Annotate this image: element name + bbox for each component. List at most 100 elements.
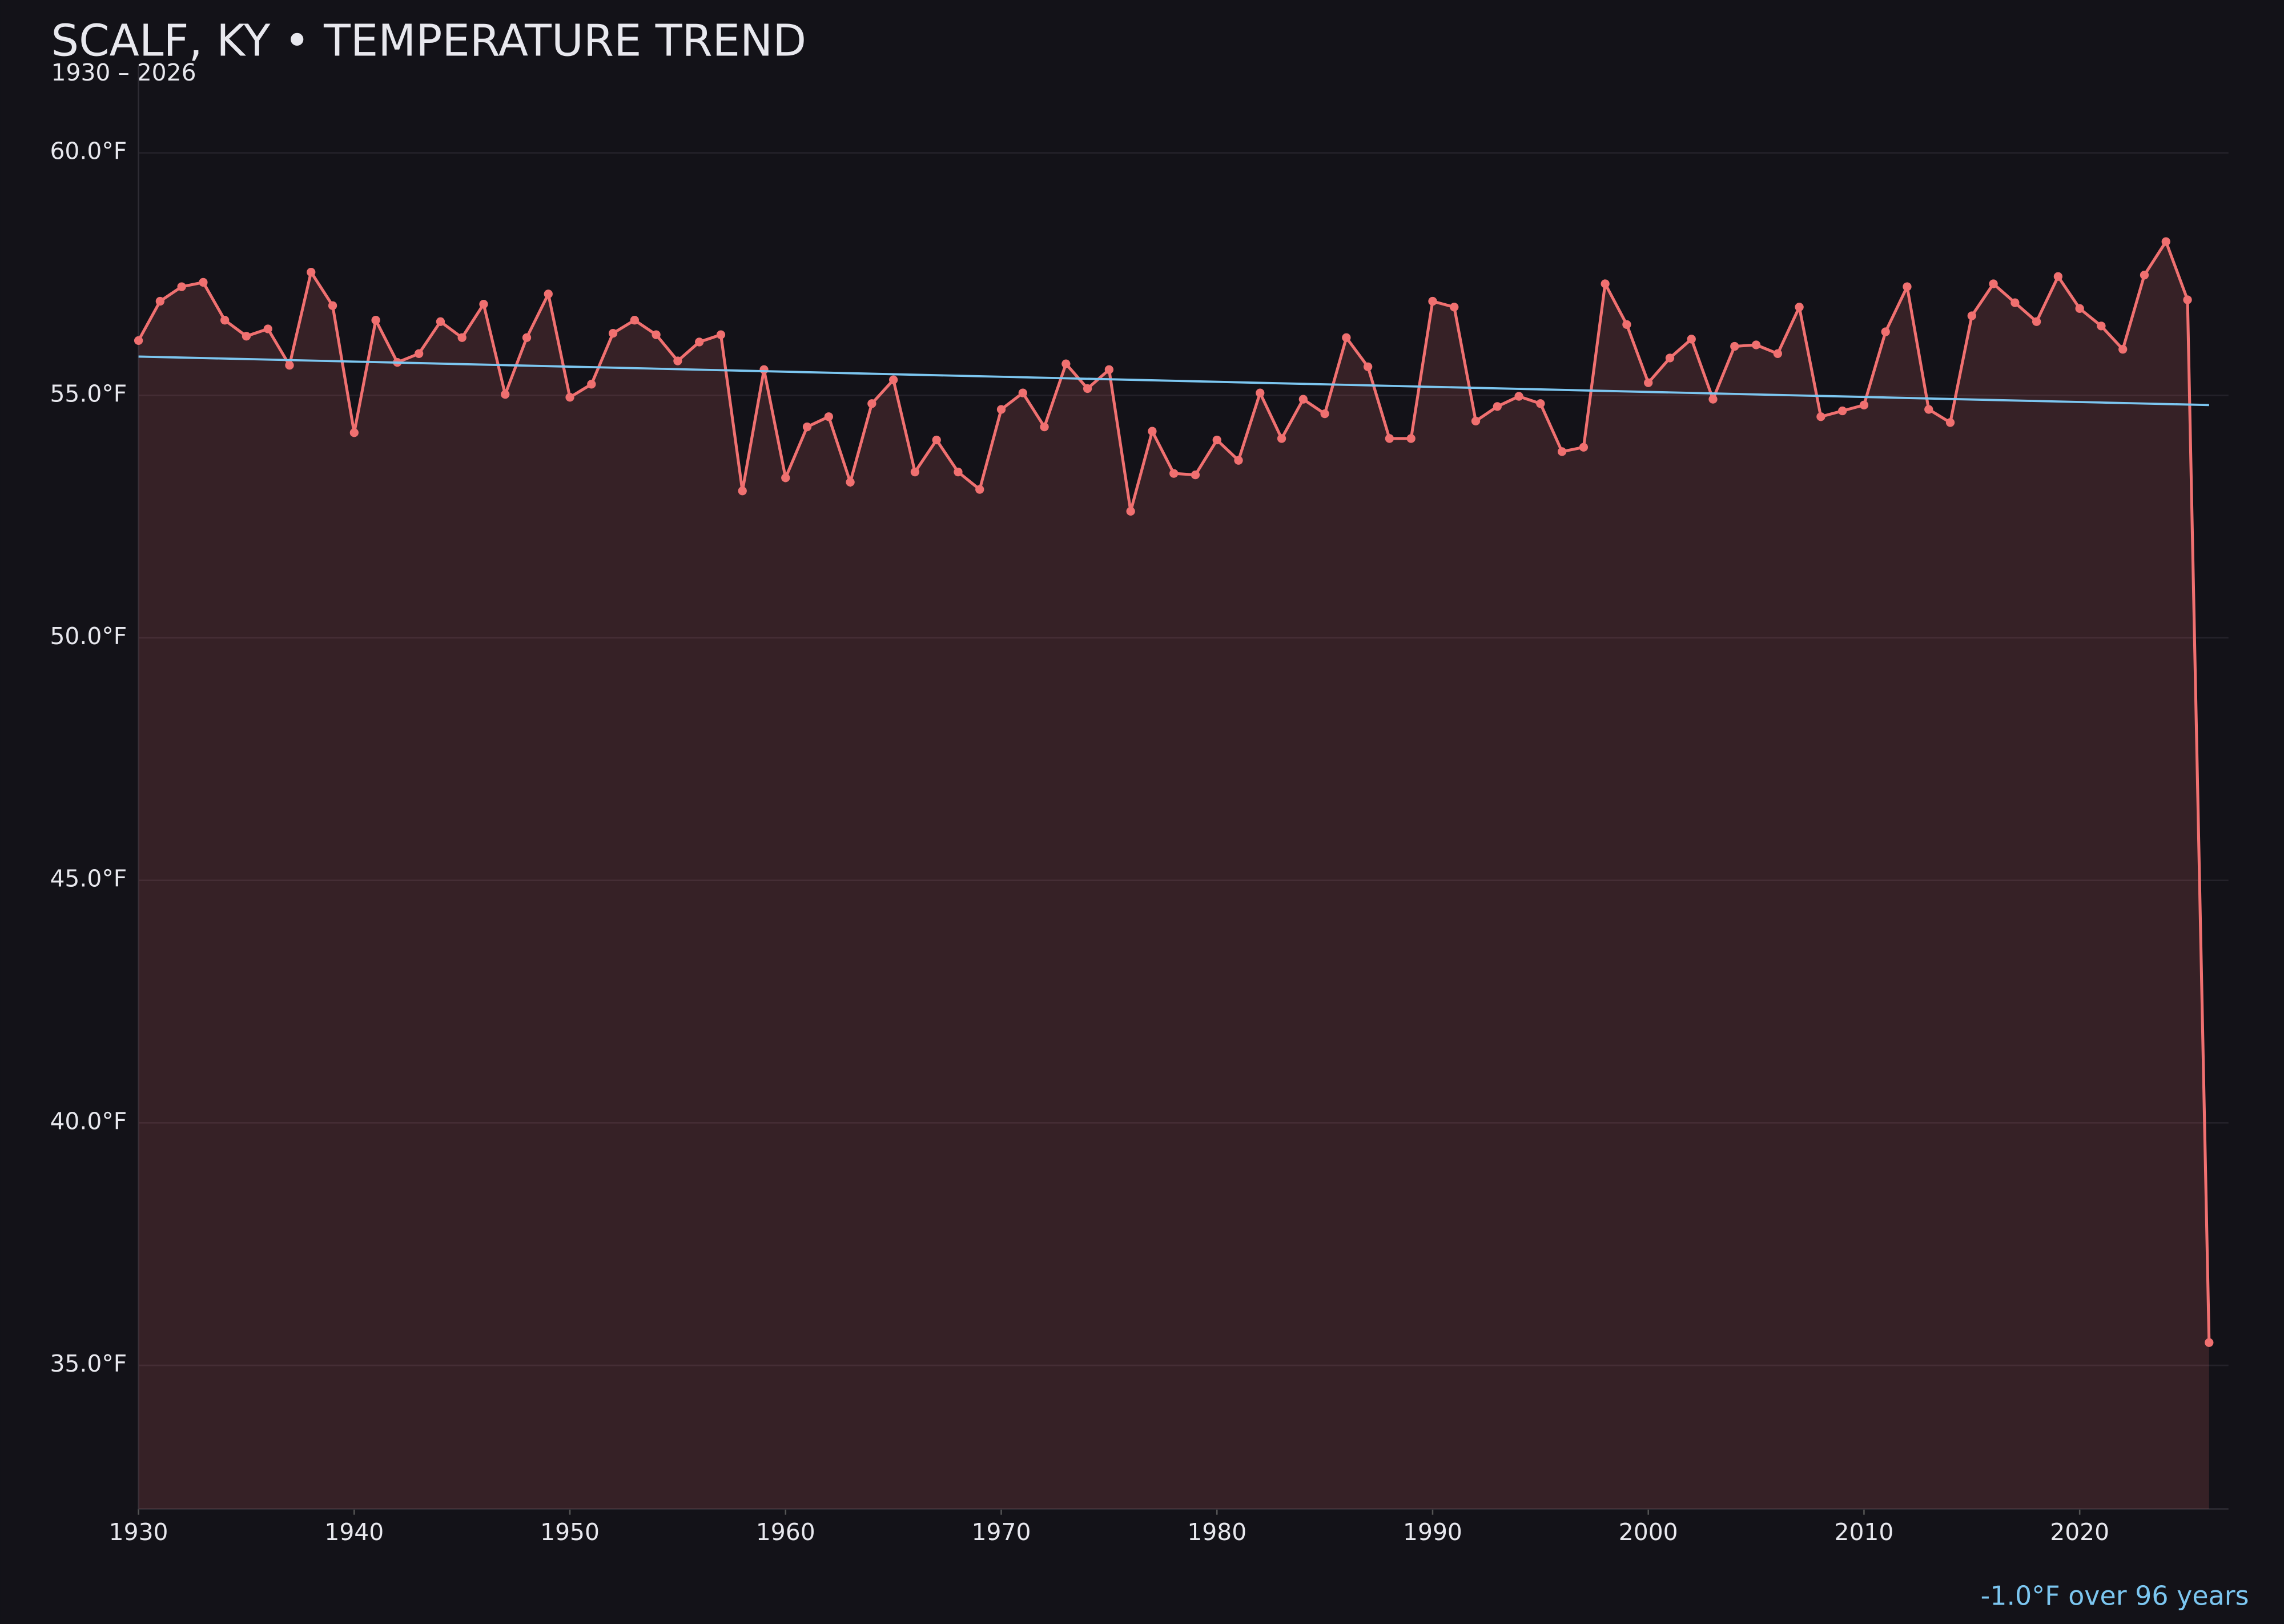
point bbox=[1018, 388, 1027, 397]
point bbox=[1104, 365, 1114, 374]
point bbox=[1557, 447, 1567, 456]
x-tick-label: 1990 bbox=[1403, 1518, 1462, 1546]
point bbox=[1148, 427, 1157, 436]
point bbox=[307, 267, 316, 277]
point bbox=[285, 361, 294, 370]
point bbox=[673, 356, 682, 365]
point bbox=[1730, 341, 1739, 351]
point bbox=[457, 333, 467, 342]
point bbox=[1859, 400, 1869, 409]
point bbox=[1838, 406, 1847, 416]
point bbox=[1061, 359, 1071, 368]
x-tick-label: 1930 bbox=[109, 1518, 168, 1546]
point bbox=[155, 296, 165, 306]
point bbox=[1665, 353, 1675, 363]
point bbox=[1169, 469, 1179, 478]
point bbox=[1428, 296, 1437, 306]
point bbox=[1471, 416, 1481, 426]
point bbox=[587, 380, 596, 389]
point bbox=[349, 428, 359, 437]
point bbox=[2075, 304, 2084, 313]
point bbox=[1816, 412, 1825, 421]
point bbox=[1406, 434, 1416, 443]
point bbox=[2032, 317, 2041, 326]
chart-title: SCALF, KY • TEMPERATURE TREND bbox=[51, 16, 807, 67]
point bbox=[414, 349, 424, 358]
point bbox=[1191, 470, 1200, 480]
point bbox=[1687, 335, 1696, 344]
point bbox=[738, 487, 747, 496]
point bbox=[242, 332, 251, 341]
y-tick-label: 35.0°F bbox=[50, 1350, 127, 1377]
point bbox=[1989, 279, 1998, 288]
x-tick-label: 1970 bbox=[972, 1518, 1031, 1546]
point bbox=[199, 278, 208, 287]
point bbox=[263, 324, 272, 333]
point bbox=[220, 316, 230, 325]
x-tick-label: 1980 bbox=[1187, 1518, 1246, 1546]
point bbox=[544, 290, 553, 299]
area bbox=[138, 242, 2209, 1509]
point bbox=[1040, 422, 1049, 432]
point bbox=[630, 316, 640, 325]
point bbox=[2161, 237, 2170, 246]
point bbox=[1126, 507, 1135, 516]
point bbox=[802, 422, 812, 432]
point bbox=[1256, 388, 1265, 397]
x-tick-label: 2010 bbox=[1835, 1518, 1894, 1546]
point bbox=[2010, 298, 2020, 307]
y-tick-label: 50.0°F bbox=[50, 622, 127, 650]
point bbox=[1708, 395, 1718, 404]
point bbox=[1881, 327, 1890, 336]
point bbox=[1536, 399, 1545, 408]
point bbox=[479, 300, 488, 309]
point bbox=[1298, 395, 1308, 404]
point bbox=[1622, 320, 1631, 329]
point bbox=[824, 412, 833, 421]
point bbox=[1342, 333, 1351, 342]
point bbox=[867, 399, 876, 408]
point bbox=[565, 393, 574, 402]
point bbox=[1493, 402, 1502, 411]
point bbox=[910, 467, 920, 477]
point bbox=[1751, 340, 1761, 349]
point bbox=[996, 405, 1006, 414]
point bbox=[1773, 349, 1782, 358]
point bbox=[1083, 384, 1092, 393]
point bbox=[1364, 362, 1373, 371]
point bbox=[177, 282, 186, 291]
point bbox=[436, 317, 445, 326]
point bbox=[608, 328, 618, 338]
point bbox=[328, 301, 337, 310]
point bbox=[888, 375, 898, 384]
point bbox=[1924, 405, 1933, 414]
point bbox=[2140, 271, 2149, 280]
y-tick-label: 40.0°F bbox=[50, 1107, 127, 1135]
point bbox=[1579, 443, 1589, 452]
x-tick-label: 2020 bbox=[2050, 1518, 2109, 1546]
point bbox=[1967, 311, 1976, 320]
x-tick-label: 2000 bbox=[1619, 1518, 1678, 1546]
point bbox=[1514, 392, 1523, 401]
x-tick-label: 1960 bbox=[756, 1518, 815, 1546]
point bbox=[975, 485, 984, 494]
x-tick-label: 1940 bbox=[324, 1518, 384, 1546]
point bbox=[1644, 378, 1653, 387]
y-tick-label: 60.0°F bbox=[50, 138, 127, 165]
point bbox=[932, 435, 941, 445]
point bbox=[501, 389, 510, 399]
point bbox=[2053, 272, 2063, 281]
point bbox=[1795, 303, 1804, 312]
point bbox=[2183, 295, 2192, 304]
point bbox=[1945, 418, 1955, 427]
point bbox=[1212, 435, 1221, 445]
y-tick-label: 55.0°F bbox=[50, 380, 127, 407]
point bbox=[846, 477, 855, 487]
point bbox=[1385, 434, 1394, 443]
point bbox=[695, 337, 704, 347]
x-tick-label: 1950 bbox=[540, 1518, 600, 1546]
point bbox=[1450, 303, 1459, 312]
y-tick-label: 45.0°F bbox=[50, 865, 127, 893]
